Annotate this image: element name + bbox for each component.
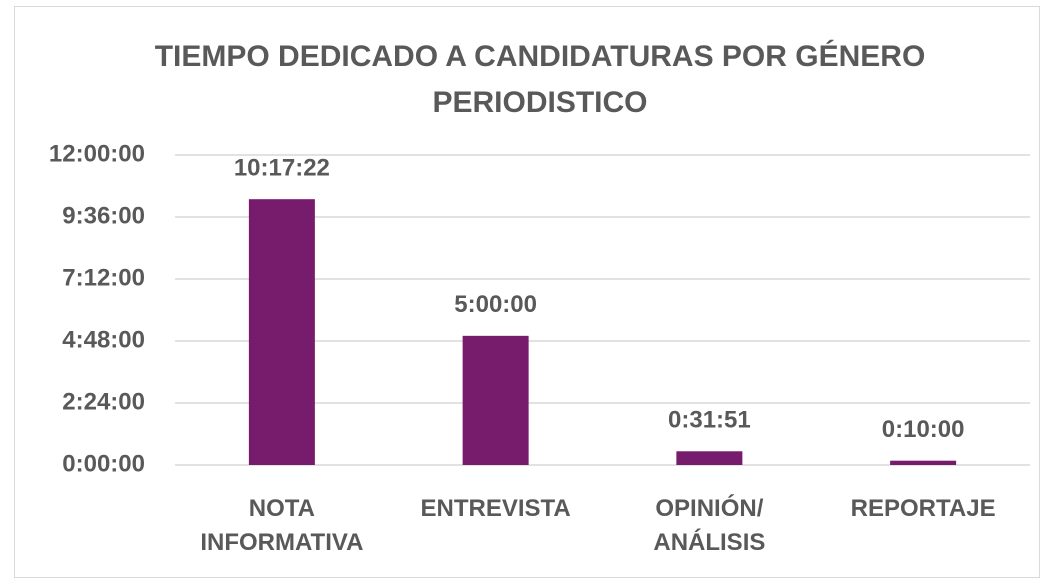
chart-title: TIEMPO DEDICADO A CANDIDATURAS POR GÉNER… xyxy=(154,40,926,119)
data-label: 10:17:22 xyxy=(234,155,330,182)
data-label: 0:31:51 xyxy=(668,407,751,434)
bar xyxy=(462,335,529,465)
bar xyxy=(890,460,957,465)
bar xyxy=(676,451,743,465)
y-tick-label: 2:24:00 xyxy=(62,388,145,415)
y-tick-label: 0:00:00 xyxy=(62,450,145,477)
chart-frame xyxy=(14,6,1040,578)
data-label: 5:00:00 xyxy=(454,291,537,318)
y-tick-label: 7:12:00 xyxy=(62,264,145,291)
x-tick-label: ENTREVISTA xyxy=(420,495,571,522)
x-tick-label: OPINIÓN/ ANÁLISIS xyxy=(653,495,766,556)
x-tick-label: NOTA INFORMATIVA xyxy=(200,495,364,556)
y-tick-label: 4:48:00 xyxy=(62,326,145,353)
y-tick-label: 9:36:00 xyxy=(62,202,145,229)
data-label: 0:10:00 xyxy=(882,416,965,443)
x-tick-label: REPORTAJE xyxy=(850,495,996,522)
bar xyxy=(248,199,315,465)
y-tick-label: 12:00:00 xyxy=(49,140,145,167)
